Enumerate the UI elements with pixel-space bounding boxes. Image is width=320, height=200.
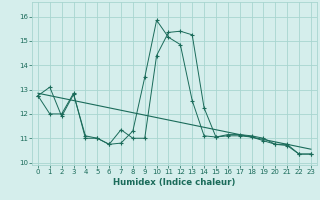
X-axis label: Humidex (Indice chaleur): Humidex (Indice chaleur) [113, 178, 236, 187]
